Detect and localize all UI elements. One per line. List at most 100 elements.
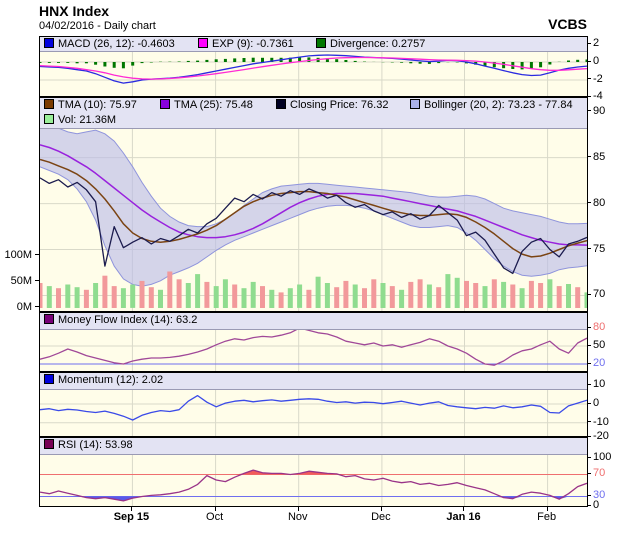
axis-tick-mark — [587, 248, 591, 250]
axis-tick-label: 80 — [593, 321, 606, 334]
legend-item: Vol: 21.36M — [44, 113, 116, 128]
legend-item: Momentum (12): 2.02 — [44, 373, 163, 388]
legend-label: Divergence: 0.2757 — [330, 38, 426, 50]
series-swatch-icon — [44, 314, 54, 324]
axis-tick-label: 0 — [593, 499, 600, 511]
legend-item: TMA (10): 75.97 — [44, 98, 137, 113]
legend-label: MACD (26, 12): -0.4603 — [58, 38, 175, 50]
series-swatch-icon — [198, 38, 208, 48]
axis-tick-label: 75 — [593, 242, 606, 255]
mfi-legend: Money Flow Index (14): 63.2 — [40, 313, 587, 330]
axis-tick-mark — [587, 95, 591, 97]
legend-item: MACD (26, 12): -0.4603 — [44, 37, 175, 52]
series-swatch-icon — [44, 99, 54, 109]
legend-item: Bollinger (20, 2): 73.23 - 77.84 — [410, 98, 573, 113]
axis-tick-mark — [587, 421, 591, 423]
legend-label: Closing Price: 76.32 — [290, 99, 389, 111]
legend-item: Closing Price: 76.32 — [276, 98, 388, 113]
x-axis-tick-mark — [546, 507, 548, 511]
brand-logo: VCBS — [548, 16, 587, 32]
legend-label: EXP (9): -0.7361 — [212, 38, 294, 50]
x-axis-tick-mark — [131, 507, 133, 511]
axis-tick-label: 100 — [593, 451, 612, 463]
x-axis-label: Jan 16 — [446, 511, 481, 523]
axis-tick-mark — [587, 362, 591, 364]
chart-subtitle: 04/02/2016 - Daily chart — [39, 20, 156, 32]
legend-label: TMA (25): 75.48 — [174, 99, 253, 111]
axis-tick-mark — [587, 435, 591, 437]
series-swatch-icon — [44, 114, 54, 124]
legend-label: TMA (10): 75.97 — [58, 99, 137, 111]
panel-separator — [40, 96, 587, 98]
axis-tick-mark — [587, 78, 591, 80]
axis-tick-label: 85 — [593, 150, 606, 163]
legend-item: Divergence: 0.2757 — [316, 37, 425, 52]
series-swatch-icon — [44, 38, 54, 48]
legend-label: Money Flow Index (14): 63.2 — [58, 314, 198, 326]
axis-tick-mark — [587, 402, 591, 404]
axis-tick-label: 0M — [16, 300, 32, 313]
axis-tick-mark — [35, 254, 39, 256]
x-axis-label: Oct — [206, 511, 224, 523]
panel-separator — [40, 436, 587, 438]
axis-tick-mark — [587, 156, 591, 158]
axis-tick-label: 30 — [593, 489, 606, 502]
axis-tick-label: 10 — [593, 378, 606, 391]
axis-tick-mark — [35, 280, 39, 282]
axis-tick-label: 100M — [4, 248, 32, 261]
rsi-plot[interactable] — [40, 437, 587, 506]
axis-tick-label: 90 — [593, 104, 606, 117]
x-axis-tick-mark — [463, 507, 465, 511]
axis-tick-label: 70 — [593, 467, 606, 480]
x-axis-tick-mark — [297, 507, 299, 511]
legend-label: Vol: 21.36M — [58, 114, 117, 126]
legend-item: RSI (14): 53.98 — [44, 438, 133, 453]
legend-label: RSI (14): 53.98 — [58, 439, 133, 451]
series-swatch-icon — [316, 38, 326, 48]
legend-label: Momentum (12): 2.02 — [58, 374, 164, 386]
axis-tick-label: 80 — [593, 196, 606, 209]
x-axis-label: Feb — [537, 511, 557, 523]
price-plot[interactable] — [40, 97, 587, 312]
price-legend: TMA (10): 75.97 TMA (25): 75.48 Closing Pr… — [40, 98, 587, 129]
axis-tick-mark — [587, 472, 591, 474]
panel-separator — [40, 371, 587, 373]
panel-separator — [40, 311, 587, 313]
x-axis-label: Dec — [371, 511, 391, 523]
series-swatch-icon — [410, 99, 420, 109]
axis-tick-label: 50M — [10, 274, 32, 287]
axis-tick-label: -10 — [593, 415, 609, 428]
axis-tick-label: 2 — [593, 37, 600, 50]
axis-tick-label: 20 — [593, 357, 606, 370]
x-axis-tick-mark — [214, 507, 216, 511]
axis-tick-label: 0 — [593, 397, 600, 410]
x-axis-label: Sep 15 — [113, 511, 150, 523]
axis-tick-label: 50 — [593, 339, 606, 352]
series-swatch-icon — [44, 439, 54, 449]
axis-tick-mark — [35, 306, 39, 308]
axis-tick-mark — [587, 344, 591, 346]
axis-tick-mark — [587, 202, 591, 204]
axis-tick-label: 0 — [593, 55, 600, 67]
chart-area: MACD (26, 12): -0.4603 EXP (9): -0.7361 Di… — [39, 36, 588, 507]
legend-item: TMA (25): 75.48 — [160, 98, 253, 113]
x-axis-label: Nov — [287, 511, 308, 523]
axis-tick-mark — [587, 110, 591, 112]
legend-item: EXP (9): -0.7361 — [198, 37, 294, 52]
axis-tick-label: -20 — [593, 430, 609, 442]
mom-legend: Momentum (12): 2.02 — [40, 373, 587, 390]
series-swatch-icon — [44, 374, 54, 384]
axis-tick-mark — [587, 383, 591, 385]
series-swatch-icon — [160, 99, 170, 109]
axis-tick-mark — [587, 293, 591, 295]
page-title: HNX Index — [39, 3, 110, 19]
legend-item: Money Flow Index (14): 63.2 — [44, 313, 197, 328]
axis-tick-mark — [587, 504, 591, 506]
axis-tick-mark — [587, 456, 591, 458]
axis-tick-label: -4 — [593, 90, 603, 102]
series-swatch-icon — [276, 99, 286, 109]
x-axis-tick-mark — [380, 507, 382, 511]
axis-tick-mark — [587, 326, 591, 328]
legend-label: Bollinger (20, 2): 73.23 - 77.84 — [424, 99, 573, 111]
